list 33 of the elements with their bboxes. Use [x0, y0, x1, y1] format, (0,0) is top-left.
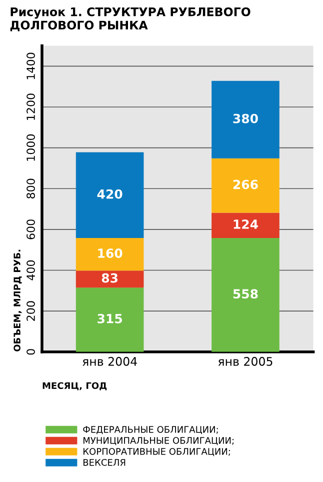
data-label: 380 — [233, 114, 258, 124]
data-label: 315 — [98, 314, 122, 324]
y-axis-title: ОБЪЕМ, МЛРД РУБ. — [14, 250, 22, 352]
bar — [212, 212, 280, 238]
data-label: 160 — [98, 248, 122, 258]
x-axis-title: МЕСЯЦ, ГОД — [42, 382, 107, 390]
data-label: 420 — [97, 189, 122, 199]
y-tick-label: 1200 — [26, 94, 35, 120]
y-tick-label: 200 — [26, 301, 35, 321]
bar — [76, 288, 144, 352]
bar — [76, 238, 144, 271]
y-tick-label: 400 — [26, 260, 35, 280]
bar — [212, 158, 280, 213]
y-tick-label: 800 — [26, 178, 35, 198]
data-label: 124 — [234, 220, 258, 229]
legend-label: КОРПОРАТИВНЫЕ ОБЛИГАЦИИ; — [84, 448, 230, 456]
y-tick-label: 0 — [26, 349, 35, 355]
chart-title: Рисунок 1. СТРУКТУРА РУБЛЕВОГО ДОЛГОВОГО РЫНКА — [10, 7, 250, 32]
data-label: 558 — [233, 289, 258, 299]
bar — [212, 80, 280, 158]
legend-label: ФЕДЕРАЛЬНЫЕ ОБЛИГАЦИИ; — [83, 426, 218, 434]
bar — [76, 270, 144, 288]
y-tick-label: 1000 — [26, 134, 35, 161]
data-label: 266 — [233, 180, 258, 190]
x-tick-label: янв 2004 — [82, 356, 137, 366]
y-tick-label: 600 — [26, 220, 35, 240]
legend-label: МУНИЦИПАЛЬНЫЕ ОБЛИГАЦИИ; — [84, 437, 234, 446]
bar — [212, 238, 280, 352]
bar — [76, 152, 144, 238]
data-label: 83 — [102, 273, 118, 283]
x-tick-label: янв 2005 — [218, 356, 272, 366]
legend-label: ВЕКСЕЛЯ — [84, 459, 126, 466]
y-tick-label: 1400 — [26, 52, 35, 80]
